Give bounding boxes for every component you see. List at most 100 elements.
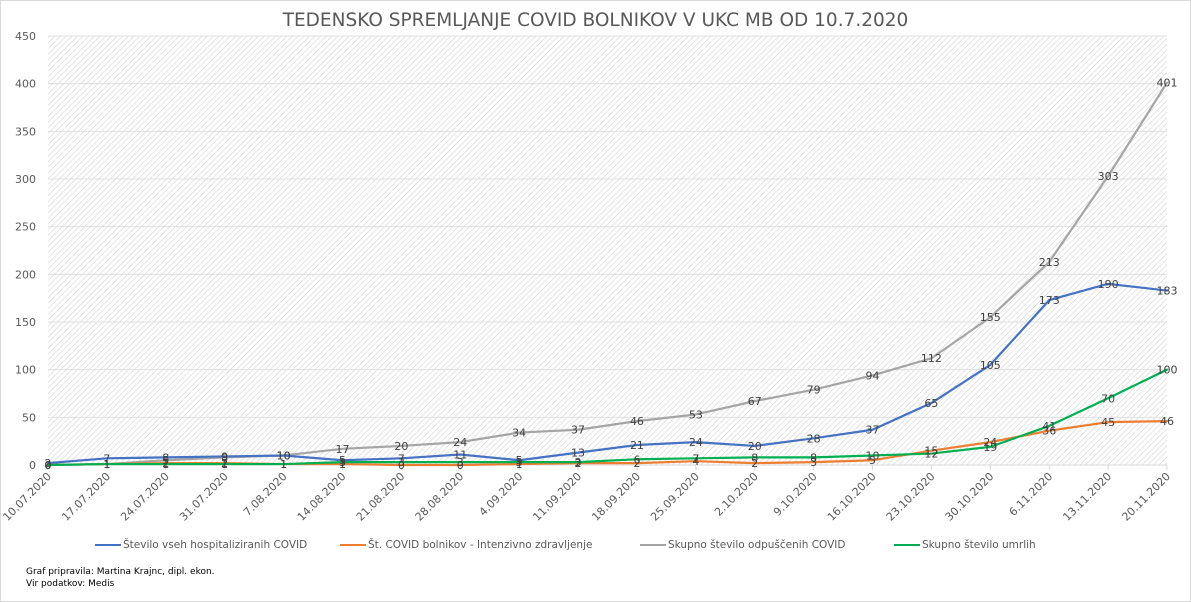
data-label: 1 <box>339 458 346 471</box>
legend-label: Št. COVID bolnikov - Intenzivno zdravlje… <box>368 539 593 551</box>
footer: Graf pripravila: Martina Krajnc, dipl. e… <box>26 566 215 590</box>
x-tick-label: 2.10.2020 <box>712 470 761 519</box>
legend-item-discharged[interactable]: Skupno število odpuščenih COVID <box>640 539 845 551</box>
y-tick-label: 350 <box>15 125 36 138</box>
plot-area <box>48 36 1167 465</box>
data-label: 190 <box>1098 278 1119 291</box>
data-label: 1 <box>516 458 523 471</box>
x-tick-label: 20.11.2020 <box>1119 470 1173 524</box>
data-label: 13 <box>571 447 585 460</box>
data-label: 1 <box>221 458 228 471</box>
data-label: 1 <box>280 458 287 471</box>
data-label: 12 <box>924 448 938 461</box>
data-label: 8 <box>751 451 758 464</box>
x-tick-label: 21.08.2020 <box>354 470 408 524</box>
data-label: 5 <box>162 454 169 467</box>
x-tick-label: 30.10.2020 <box>943 470 997 524</box>
data-label: 3 <box>398 456 405 469</box>
data-label: 173 <box>1039 294 1060 307</box>
data-label: 0 <box>45 459 52 472</box>
data-label: 1 <box>280 458 287 471</box>
data-label: 70 <box>1101 392 1115 405</box>
data-label: 36 <box>1042 425 1056 438</box>
y-tick-label: 200 <box>15 268 36 281</box>
data-label: 20 <box>394 440 408 453</box>
data-label: 105 <box>980 359 1001 372</box>
data-label: 10 <box>866 449 880 462</box>
data-label: 24 <box>983 436 997 449</box>
data-label: 41 <box>1042 420 1056 433</box>
data-label: 5 <box>516 454 523 467</box>
data-label: 1 <box>162 458 169 471</box>
data-label: 53 <box>689 408 703 421</box>
data-label: 2 <box>751 457 758 470</box>
data-label: 46 <box>1160 415 1174 428</box>
legend-label: Skupno število odpuščenih COVID <box>668 539 846 551</box>
x-tick-label: 9.10.2020 <box>771 470 820 519</box>
data-label: 2 <box>221 457 228 470</box>
series-line-0[interactable] <box>46 282 1169 465</box>
y-tick-label: 50 <box>22 411 36 424</box>
data-label: 213 <box>1039 256 1060 269</box>
data-label: 0 <box>45 459 52 472</box>
data-label: 67 <box>748 395 762 408</box>
x-tick-label: 10.07.2020 <box>0 470 54 524</box>
data-label: 0 <box>45 459 52 472</box>
data-label: 21 <box>630 439 644 452</box>
data-label: 46 <box>630 415 644 428</box>
data-label: 7 <box>398 452 405 465</box>
data-label: 5 <box>339 454 346 467</box>
legend: Število vseh hospitaliziranih COVID Št. … <box>0 539 1191 555</box>
data-label: 3 <box>457 456 464 469</box>
x-tick-label: 23.10.2020 <box>884 470 938 524</box>
data-label: 24 <box>689 436 703 449</box>
data-label: 1 <box>103 458 110 471</box>
x-tick-label: 18.09.2020 <box>589 470 643 524</box>
data-label: 2 <box>575 457 582 470</box>
data-label: 11 <box>453 449 467 462</box>
legend-item-icu[interactable]: Št. COVID bolnikov - Intenzivno zdravlje… <box>340 539 592 551</box>
data-label: 79 <box>807 384 821 397</box>
x-tick-label: 17.07.2020 <box>59 470 113 524</box>
data-label: 24 <box>453 436 467 449</box>
data-label: 7 <box>692 452 699 465</box>
x-tick-label: 16.10.2020 <box>825 470 879 524</box>
data-label: 15 <box>924 445 938 458</box>
data-label: 0 <box>398 459 405 472</box>
legend-label: Skupno število umrlih <box>922 539 1036 551</box>
y-tick-label: 0 <box>29 459 36 472</box>
data-label: 1 <box>103 458 110 471</box>
legend-swatch-blue <box>95 544 121 546</box>
series-line-3[interactable] <box>46 368 1169 467</box>
data-label: 65 <box>924 397 938 410</box>
data-label: 2 <box>162 457 169 470</box>
data-label: 3 <box>516 456 523 469</box>
data-label: 155 <box>980 311 1001 324</box>
data-label: 34 <box>512 427 526 440</box>
data-label: 183 <box>1157 285 1178 298</box>
data-label: 0 <box>457 459 464 472</box>
x-tick-label: 14.08.2020 <box>295 470 349 524</box>
data-label: 303 <box>1098 170 1119 183</box>
data-label: 6 <box>633 453 640 466</box>
legend-swatch-orange <box>340 544 366 546</box>
data-label: 100 <box>1157 364 1178 377</box>
data-label: 3 <box>810 456 817 469</box>
y-tick-label: 300 <box>15 173 36 186</box>
data-label: 45 <box>1101 416 1115 429</box>
y-tick-label: 450 <box>15 30 36 43</box>
legend-item-deaths[interactable]: Skupno število umrlih <box>894 539 1036 551</box>
x-tick-label: 7.08.2020 <box>241 470 290 519</box>
y-tick-label: 400 <box>15 78 36 91</box>
data-label: 5 <box>869 454 876 467</box>
source-note: Vir podatkov: Medis <box>26 579 115 589</box>
x-tick-label: 4.09.2020 <box>476 470 525 519</box>
data-label: 401 <box>1157 77 1178 90</box>
data-label: 94 <box>866 369 880 382</box>
data-label: 20 <box>748 440 762 453</box>
x-tick-label: 31.07.2020 <box>177 470 231 524</box>
legend-item-hospitalized[interactable]: Število vseh hospitaliziranih COVID <box>95 539 307 551</box>
x-tick-label: 25.09.2020 <box>648 470 702 524</box>
data-label: 8 <box>221 451 228 464</box>
data-label: 9 <box>221 450 228 463</box>
